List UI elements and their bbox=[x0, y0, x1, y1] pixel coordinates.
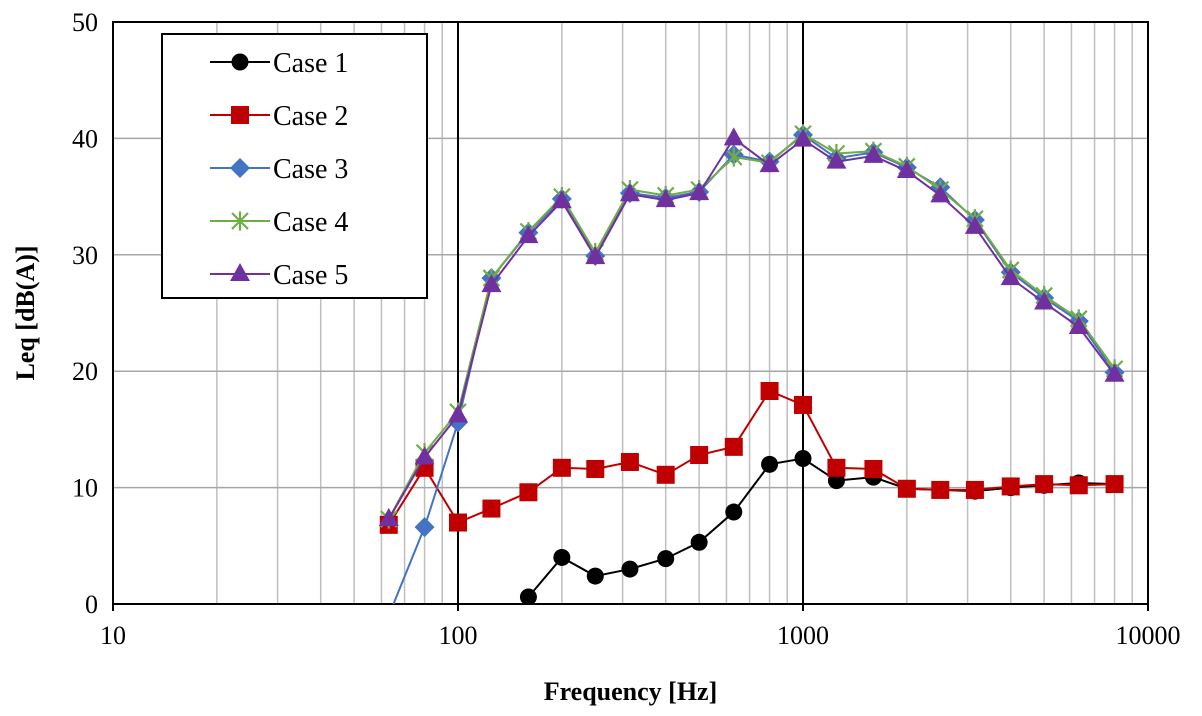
data-point bbox=[378, 508, 399, 527]
data-point bbox=[827, 458, 846, 477]
data-point bbox=[793, 128, 813, 147]
x-tick-label: 100 bbox=[439, 621, 478, 650]
data-point bbox=[519, 588, 537, 604]
data-point bbox=[690, 446, 709, 465]
data-point bbox=[964, 215, 985, 234]
legend-label: Case 3 bbox=[273, 154, 348, 185]
legend-item: Case 5 bbox=[210, 260, 348, 291]
data-point bbox=[482, 499, 501, 518]
data-point bbox=[760, 381, 779, 400]
legend-label: Case 1 bbox=[273, 48, 348, 79]
legend-box bbox=[161, 33, 428, 299]
data-point bbox=[620, 452, 639, 471]
y-tick-label: 0 bbox=[85, 590, 98, 619]
series-2 bbox=[379, 381, 1124, 534]
data-point bbox=[518, 225, 539, 244]
data-point bbox=[553, 548, 571, 566]
data-point bbox=[794, 395, 812, 414]
series-3 bbox=[379, 124, 1125, 626]
data-point bbox=[965, 480, 984, 499]
legend-marker bbox=[231, 106, 249, 124]
x-axis-title: Frequency [Hz] bbox=[544, 677, 718, 706]
data-point bbox=[863, 144, 884, 163]
x-tick-label: 1000 bbox=[777, 621, 829, 650]
data-point bbox=[481, 274, 502, 293]
data-point bbox=[619, 183, 640, 202]
series-group bbox=[378, 124, 1125, 626]
data-point bbox=[690, 533, 708, 551]
data-point bbox=[448, 404, 468, 423]
data-point bbox=[1068, 315, 1089, 334]
data-point bbox=[414, 517, 435, 538]
y-axis-title: Leq [dB(A)] bbox=[11, 245, 40, 380]
data-point bbox=[655, 189, 676, 208]
legend-item: Case 1 bbox=[210, 48, 348, 79]
legend-item: Case 2 bbox=[210, 101, 348, 132]
legend-marker bbox=[231, 53, 249, 71]
data-point bbox=[586, 567, 604, 585]
data-point bbox=[761, 455, 779, 473]
series-5 bbox=[378, 127, 1125, 527]
series-line bbox=[387, 136, 1116, 520]
data-point bbox=[930, 184, 951, 203]
x-tick-label: 10000 bbox=[1116, 621, 1181, 650]
data-point bbox=[931, 480, 950, 499]
data-point bbox=[1104, 363, 1125, 382]
data-point bbox=[826, 150, 847, 169]
data-point bbox=[1035, 475, 1054, 494]
series-line bbox=[527, 457, 1115, 598]
y-tick-label: 10 bbox=[72, 474, 98, 503]
data-point bbox=[1034, 291, 1055, 310]
y-tick-label: 40 bbox=[72, 124, 98, 153]
data-point bbox=[585, 246, 606, 265]
data-point bbox=[1001, 477, 1020, 496]
data-point bbox=[621, 560, 639, 578]
data-point bbox=[656, 465, 675, 484]
data-point bbox=[864, 459, 883, 478]
data-point bbox=[414, 446, 435, 465]
legend-marker bbox=[230, 263, 250, 281]
legend-marker bbox=[231, 211, 249, 231]
series-line bbox=[387, 389, 1115, 526]
data-point bbox=[519, 483, 538, 502]
y-tick-label: 50 bbox=[72, 8, 98, 37]
data-point bbox=[1069, 476, 1088, 495]
axes bbox=[112, 21, 1149, 611]
series-1 bbox=[519, 450, 1124, 604]
data-point bbox=[449, 513, 467, 532]
legend-marker bbox=[230, 158, 250, 178]
legend-label: Case 4 bbox=[273, 207, 348, 238]
data-point bbox=[723, 127, 744, 146]
y-tick-label: 30 bbox=[72, 241, 98, 270]
data-point bbox=[1000, 267, 1021, 286]
data-point bbox=[657, 550, 675, 568]
legend-item: Case 3 bbox=[210, 154, 348, 185]
series-line bbox=[392, 133, 1116, 604]
legend: Case 1 Case 2 Case 3 Case 4 Case 5 bbox=[161, 33, 428, 299]
data-point bbox=[724, 437, 743, 456]
x-tick-label: 10 bbox=[100, 621, 126, 650]
data-point bbox=[897, 479, 916, 498]
data-point bbox=[552, 458, 571, 477]
data-point bbox=[689, 182, 710, 201]
data-point bbox=[794, 450, 812, 467]
data-point bbox=[759, 154, 780, 173]
plot-frame bbox=[112, 21, 1149, 605]
legend-item: Case 4 bbox=[210, 207, 348, 238]
series-line bbox=[387, 132, 1116, 520]
data-point bbox=[725, 503, 743, 521]
data-point bbox=[379, 606, 399, 626]
data-point bbox=[1105, 475, 1124, 494]
data-point bbox=[551, 190, 572, 209]
data-point bbox=[896, 159, 917, 178]
y-tick-label: 20 bbox=[72, 357, 98, 386]
legend-label: Case 5 bbox=[273, 260, 348, 291]
data-point bbox=[724, 147, 743, 167]
legend-label: Case 2 bbox=[273, 101, 348, 132]
data-point bbox=[586, 459, 605, 478]
